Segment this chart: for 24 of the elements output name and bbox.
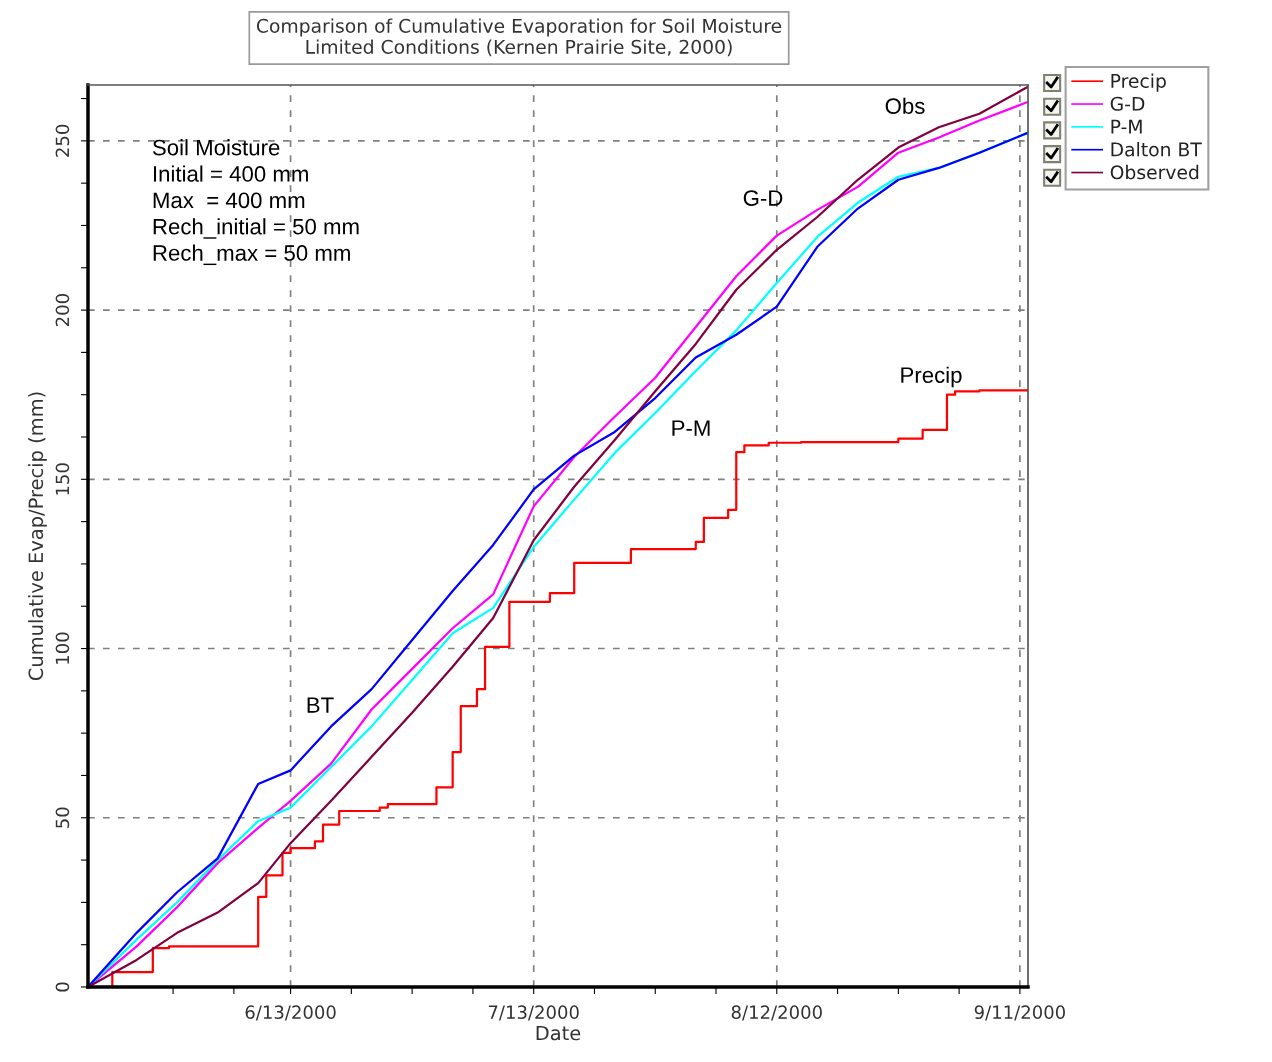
x-tick-label: 6/13/2000 — [245, 1005, 336, 1021]
y-axis-title: Cumulative Evap/Precip (mm) — [28, 392, 47, 681]
annotation: G-D — [743, 190, 783, 206]
chart-title: Comparison of Cumulative Evaporation for Soil Moisture Limited Conditions (Kernen Prairie Site, 2000) — [256, 18, 782, 57]
x-tick-label: 9/11/2000 — [974, 1005, 1065, 1021]
y-tick-label: 250 — [55, 124, 70, 157]
y-tick-label: 200 — [55, 294, 70, 326]
y-tick-label: 100 — [55, 632, 70, 664]
x-tick-label: 8/12/2000 — [731, 1005, 822, 1021]
annotation: P-M — [672, 420, 710, 436]
annotation: Obs — [885, 97, 925, 114]
legend-label: G-D — [1110, 96, 1145, 111]
y-tick-label: 50 — [55, 807, 70, 828]
legend-label: Observed — [1110, 164, 1199, 180]
y-tick-label: 150 — [55, 463, 70, 495]
y-tick-label: 0 — [55, 982, 70, 992]
annotation: Precip — [901, 366, 962, 388]
annotation: BT — [307, 697, 334, 713]
legend-label: P-M — [1111, 119, 1142, 134]
legend-label: Precip — [1111, 73, 1166, 92]
legend-label: Dalton BT — [1111, 142, 1202, 157]
x-axis-title: Date — [536, 1025, 581, 1041]
x-tick-label: 7/13/2000 — [488, 1005, 579, 1021]
annotation: Soil Moisture Initial = 400 mm Max = 400 mm Rech_initial = 50 mm Rech_max = 50 mm — [152, 139, 359, 266]
